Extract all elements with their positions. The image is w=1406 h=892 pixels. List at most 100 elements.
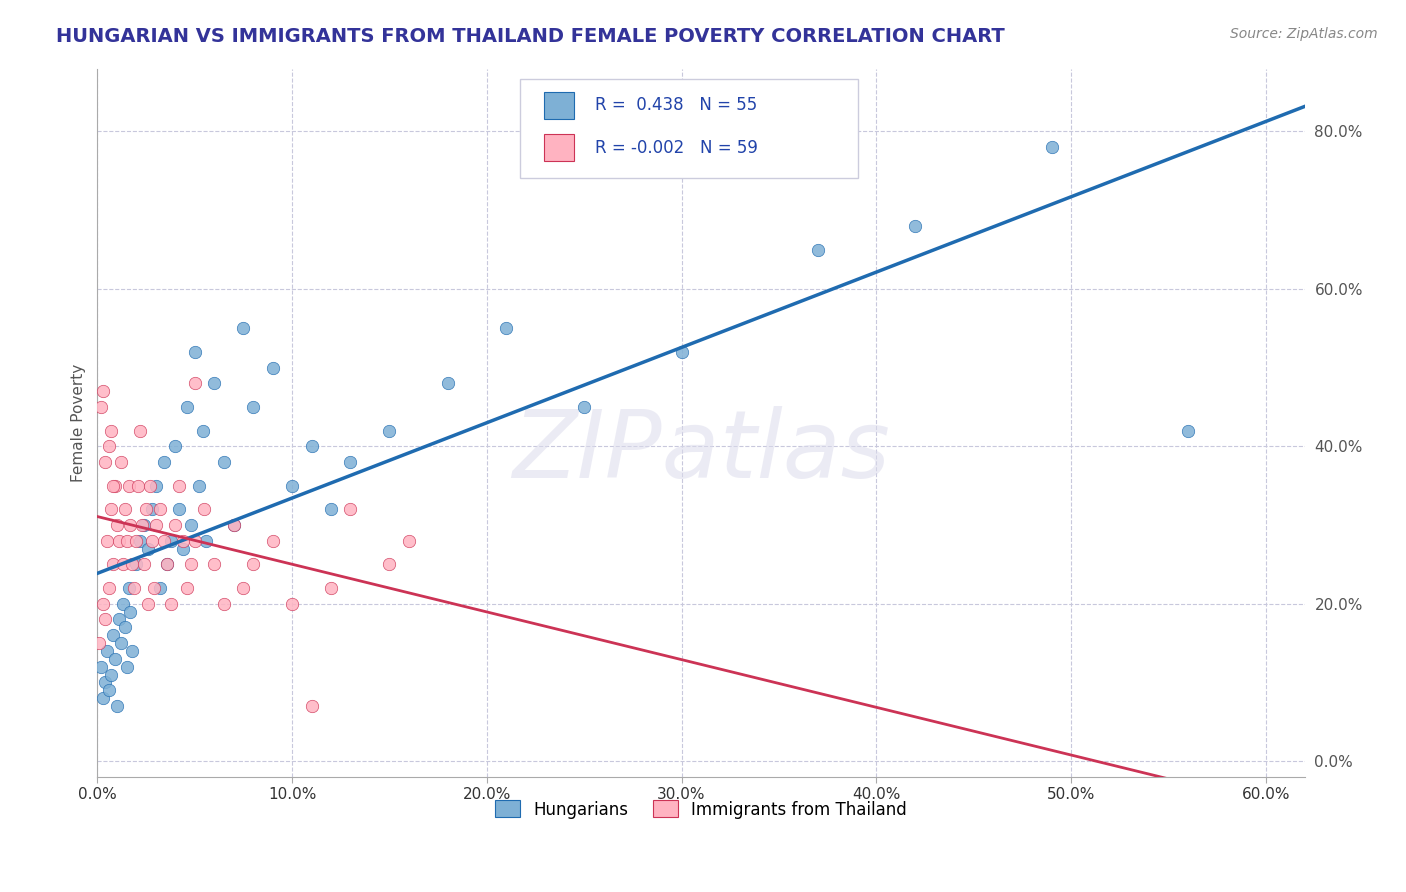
Point bbox=[101, 478, 124, 492]
Point bbox=[91, 597, 114, 611]
Point bbox=[301, 439, 323, 453]
Point bbox=[671, 344, 693, 359]
Point bbox=[89, 636, 111, 650]
Point bbox=[98, 439, 121, 453]
Point bbox=[117, 581, 139, 595]
Point bbox=[904, 219, 927, 233]
Point bbox=[101, 558, 124, 572]
Point bbox=[105, 518, 128, 533]
Point bbox=[121, 644, 143, 658]
Point bbox=[141, 533, 163, 548]
Point bbox=[120, 518, 142, 533]
Point bbox=[111, 558, 134, 572]
Point bbox=[91, 384, 114, 399]
Point bbox=[98, 581, 121, 595]
FancyBboxPatch shape bbox=[520, 79, 858, 178]
Point bbox=[202, 558, 225, 572]
Point bbox=[142, 581, 165, 595]
Point bbox=[222, 518, 245, 533]
Point bbox=[136, 597, 159, 611]
Point bbox=[132, 518, 155, 533]
Point bbox=[115, 533, 138, 548]
Point bbox=[94, 612, 117, 626]
Point bbox=[117, 478, 139, 492]
Point bbox=[115, 659, 138, 673]
Point bbox=[110, 455, 132, 469]
Point bbox=[135, 502, 157, 516]
Point bbox=[242, 400, 264, 414]
Point bbox=[125, 558, 148, 572]
Point bbox=[98, 683, 121, 698]
Point bbox=[172, 541, 194, 556]
Point bbox=[124, 581, 146, 595]
Point bbox=[1040, 140, 1063, 154]
Point bbox=[111, 597, 134, 611]
Point bbox=[94, 455, 117, 469]
Point bbox=[90, 659, 112, 673]
Point bbox=[165, 518, 187, 533]
Point bbox=[1177, 424, 1199, 438]
Point bbox=[141, 502, 163, 516]
Point bbox=[105, 699, 128, 714]
Text: Source: ZipAtlas.com: Source: ZipAtlas.com bbox=[1230, 27, 1378, 41]
Point bbox=[183, 533, 205, 548]
Point bbox=[131, 518, 153, 533]
Point bbox=[437, 376, 460, 391]
Point bbox=[172, 533, 194, 548]
Text: R =  0.438   N = 55: R = 0.438 N = 55 bbox=[595, 96, 756, 114]
Point bbox=[183, 376, 205, 391]
Point bbox=[232, 581, 254, 595]
Point bbox=[100, 424, 122, 438]
Point bbox=[378, 424, 401, 438]
Point bbox=[156, 558, 179, 572]
Point bbox=[129, 533, 152, 548]
Legend: Hungarians, Immigrants from Thailand: Hungarians, Immigrants from Thailand bbox=[488, 794, 914, 825]
Point bbox=[94, 675, 117, 690]
Point bbox=[281, 597, 304, 611]
Point bbox=[121, 558, 143, 572]
Point bbox=[125, 533, 148, 548]
Point bbox=[100, 667, 122, 681]
Point bbox=[145, 478, 167, 492]
Point bbox=[495, 321, 517, 335]
Point bbox=[191, 424, 214, 438]
Point bbox=[149, 581, 172, 595]
Point bbox=[104, 652, 127, 666]
Point bbox=[339, 502, 361, 516]
Point bbox=[101, 628, 124, 642]
Point bbox=[91, 691, 114, 706]
Point bbox=[96, 533, 118, 548]
Point bbox=[242, 558, 264, 572]
Point bbox=[212, 455, 235, 469]
Point bbox=[149, 502, 172, 516]
Point bbox=[107, 533, 129, 548]
Point bbox=[165, 439, 187, 453]
Point bbox=[167, 478, 190, 492]
Point bbox=[212, 597, 235, 611]
Point bbox=[136, 541, 159, 556]
Point bbox=[378, 558, 401, 572]
Point bbox=[127, 478, 149, 492]
Point bbox=[114, 502, 136, 516]
Point bbox=[222, 518, 245, 533]
Point bbox=[104, 478, 127, 492]
Point bbox=[160, 597, 183, 611]
Point bbox=[187, 478, 209, 492]
Point bbox=[100, 502, 122, 516]
Point bbox=[232, 321, 254, 335]
Point bbox=[129, 424, 152, 438]
Point bbox=[281, 478, 304, 492]
Point bbox=[572, 400, 595, 414]
Point bbox=[107, 612, 129, 626]
Point bbox=[262, 360, 284, 375]
Text: ZIPatlas: ZIPatlas bbox=[512, 406, 890, 497]
Point bbox=[90, 400, 112, 414]
Point bbox=[152, 533, 174, 548]
Text: R = -0.002   N = 59: R = -0.002 N = 59 bbox=[595, 138, 758, 157]
Point bbox=[156, 558, 179, 572]
Point bbox=[202, 376, 225, 391]
FancyBboxPatch shape bbox=[544, 92, 574, 119]
Point bbox=[262, 533, 284, 548]
Point bbox=[139, 478, 162, 492]
Point bbox=[114, 620, 136, 634]
